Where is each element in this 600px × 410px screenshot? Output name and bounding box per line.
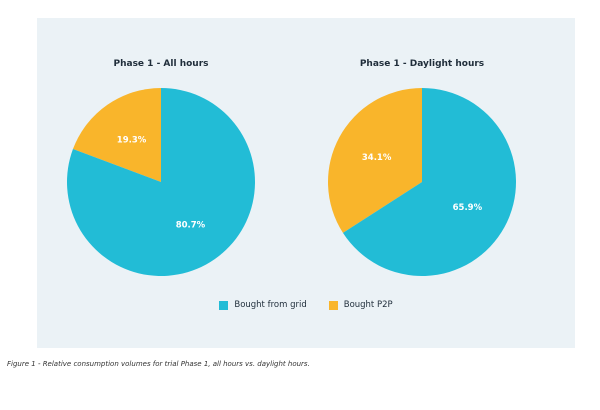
figure-caption: Figure 1 - Relative consumption volumes … [7, 360, 310, 368]
slice-label-p2p-daylight-hours: 34.1% [362, 153, 392, 163]
legend-label-grid: Bought from grid [234, 300, 307, 310]
legend-item-grid: Bought from grid [219, 300, 307, 310]
slice-label-grid-daylight-hours: 65.9% [453, 203, 483, 213]
legend-label-p2p: Bought P2P [343, 300, 393, 310]
pie-slice-grid-all-hours [67, 88, 255, 276]
charts-svg: Phase 1 - All hours 80.7% 19.3% Phase 1 -… [67, 59, 516, 276]
legend-swatch-grid [219, 300, 229, 310]
pie-chart-daylight-hours: Phase 1 - Daylight hours 65.9% 34.1% [328, 59, 516, 276]
pie-chart-all-hours: Phase 1 - All hours 80.7% 19.3% [67, 59, 255, 276]
chart-panel: Phase 1 - All hours 80.7% 19.3% Phase 1 -… [37, 18, 575, 348]
legend-swatch-p2p [328, 300, 338, 310]
legend: Bought from grid Bought P2P [37, 300, 575, 310]
pie-slice-grid-daylight-hours [342, 88, 516, 276]
legend-item-p2p: Bought P2P [328, 300, 393, 310]
pie-slice-p2p-daylight-hours [328, 88, 422, 233]
slice-label-grid-all-hours: 80.7% [176, 220, 206, 230]
chart-title-daylight-hours: Phase 1 - Daylight hours [360, 59, 484, 69]
pie-slice-p2p-all-hours [72, 88, 161, 182]
slice-label-p2p-all-hours: 19.3% [117, 136, 147, 146]
chart-title-all-hours: Phase 1 - All hours [114, 59, 209, 69]
